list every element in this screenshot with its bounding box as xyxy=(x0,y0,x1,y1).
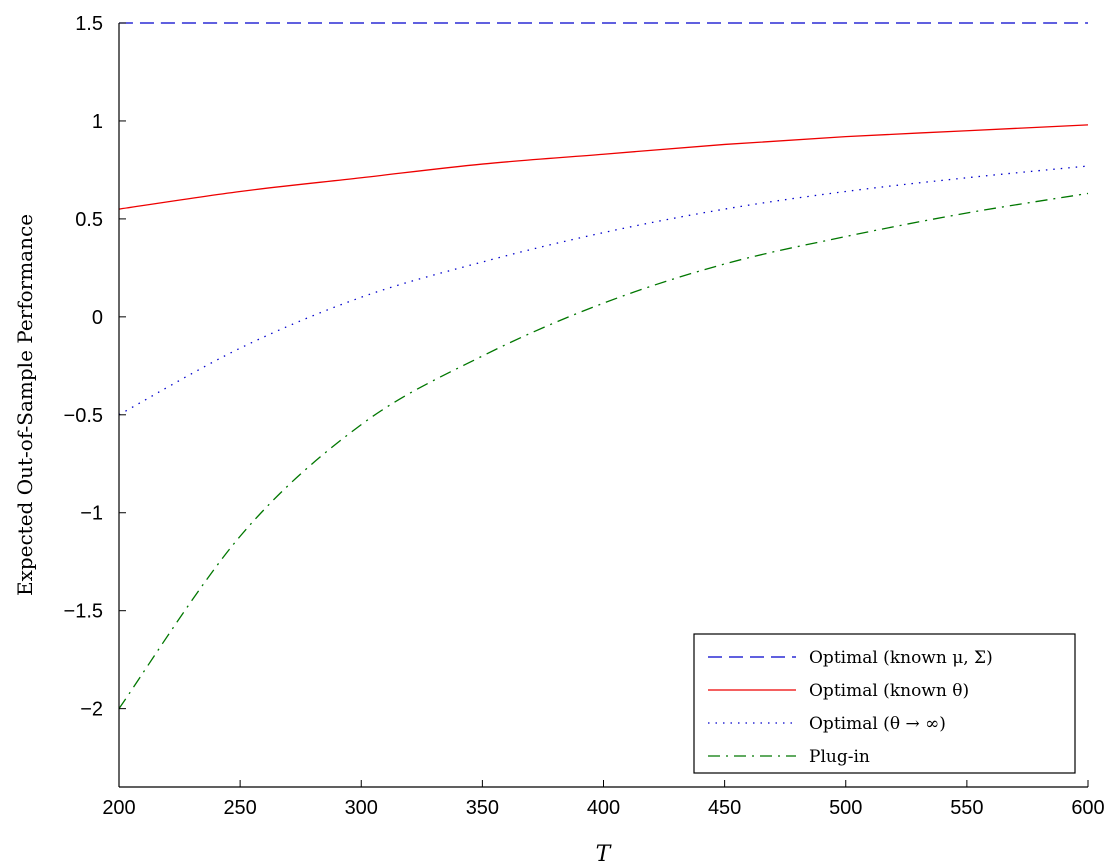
x-tick-label: 450 xyxy=(708,797,741,819)
x-tick-label: 550 xyxy=(950,797,983,819)
legend-label-3: Optimal (θ → ∞) xyxy=(809,714,946,734)
x-tick-label: 300 xyxy=(345,797,378,819)
x-tick-label: 250 xyxy=(223,797,256,819)
series-line-4 xyxy=(118,192,1089,710)
y-tick-label: −0.5 xyxy=(64,405,103,427)
y-tick-label: −1 xyxy=(80,503,103,525)
x-tick-label: 350 xyxy=(466,797,499,819)
y-tick-label: −1.5 xyxy=(64,601,103,623)
y-tick-label: 0.5 xyxy=(75,209,103,231)
series-line-2 xyxy=(118,124,1089,210)
x-tick-label: 200 xyxy=(102,797,135,819)
y-tick-label: −2 xyxy=(80,699,103,721)
y-tick-label: 1 xyxy=(92,111,103,133)
x-axis-label: T xyxy=(596,842,613,865)
x-tick-label: 400 xyxy=(587,797,620,819)
legend: Optimal (known μ, Σ) Optimal (known θ) Opt… xyxy=(693,633,1076,774)
legend-items: Optimal (known μ, Σ) Optimal (known θ) Opt… xyxy=(708,648,993,767)
y-axis-label: Expected Out-of-Sample Performance xyxy=(13,214,37,596)
x-tick-label: 600 xyxy=(1071,797,1104,819)
series-line-3 xyxy=(118,165,1089,416)
ticks: 200 250 300 350 400 450 500 550 600 1.5 1 0.5 0 −0.5 −… xyxy=(64,13,1105,819)
legend-label-1: Optimal (known μ, Σ) xyxy=(809,648,993,668)
legend-label-4: Plug-in xyxy=(809,747,870,767)
y-tick-label: 1.5 xyxy=(75,13,103,35)
x-tick-label: 500 xyxy=(829,797,862,819)
legend-label-2: Optimal (known θ) xyxy=(809,681,969,701)
plot-lines xyxy=(118,22,1089,710)
y-tick-label: 0 xyxy=(92,307,103,329)
